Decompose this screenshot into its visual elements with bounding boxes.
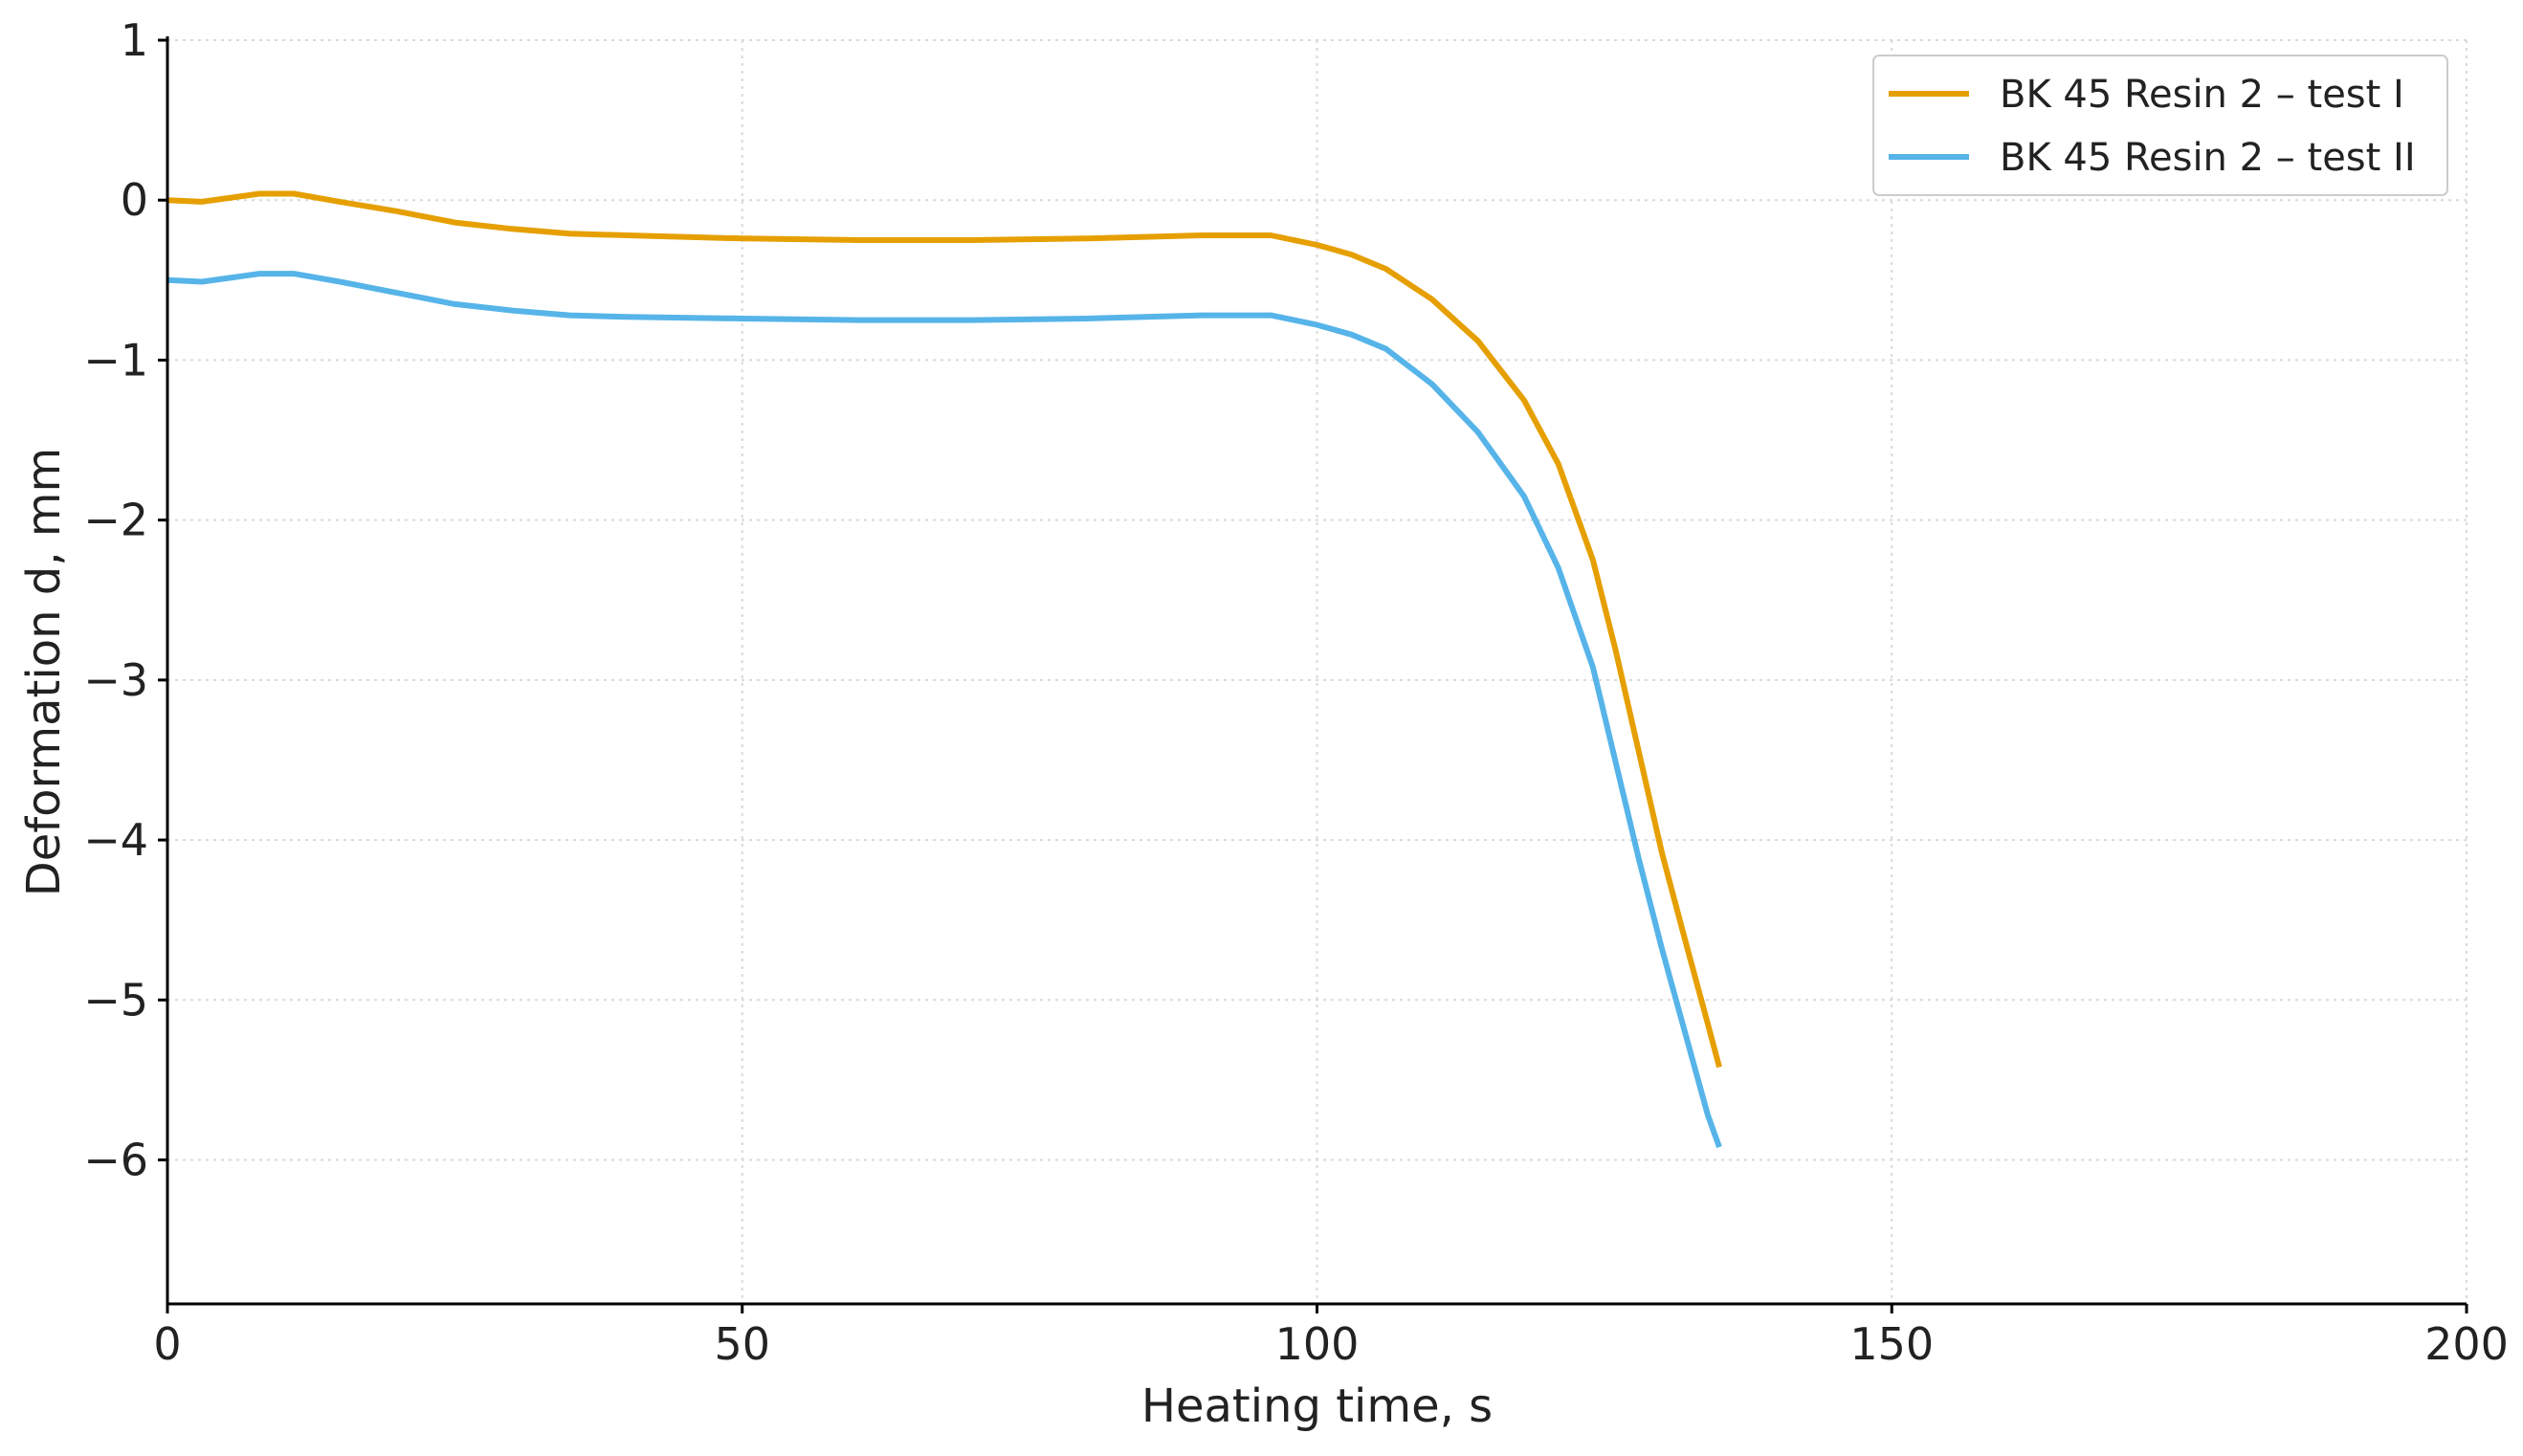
- series-line-2: [166, 271, 1722, 1149]
- y-tick-label: −1: [83, 334, 148, 386]
- legend: BK 45 Resin 2 – test I BK 45 Resin 2 – t…: [1872, 55, 2448, 196]
- grid: [167, 39, 2468, 1304]
- y-axis-label: Deformation d, mm: [17, 448, 71, 897]
- y-tick-label: −5: [83, 974, 148, 1026]
- x-tick-label: 50: [714, 1318, 770, 1370]
- x-tick-label: 200: [2424, 1318, 2509, 1370]
- legend-box: [1872, 55, 2448, 196]
- x-tick-label: 100: [1275, 1318, 1360, 1370]
- legend-label-test-2: BK 45 Resin 2 – test II: [2000, 136, 2416, 180]
- y-tick-label: −3: [83, 654, 148, 706]
- y-tick-label: −2: [83, 495, 148, 546]
- y-tick-label: 0: [121, 174, 148, 226]
- y-tick-label: −6: [83, 1135, 148, 1186]
- x-tick-label: 0: [153, 1318, 181, 1370]
- series-layer: [166, 190, 1722, 1149]
- series-line-1: [166, 190, 1722, 1069]
- x-tick-label: 150: [1849, 1318, 1934, 1370]
- y-tick-label: −4: [83, 814, 148, 866]
- y-tick-label: 1: [121, 14, 148, 66]
- legend-label-test-1: BK 45 Resin 2 – test I: [2000, 73, 2404, 117]
- x-axis-label: Heating time, s: [1141, 1379, 1493, 1433]
- ticks: 0 50 100 150 200 1 0 −1 −2 −3 −4 −5 −6: [83, 14, 2509, 1370]
